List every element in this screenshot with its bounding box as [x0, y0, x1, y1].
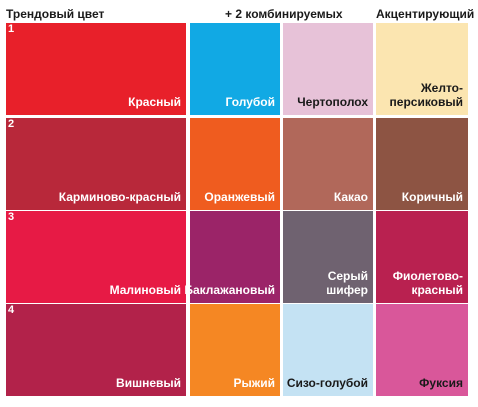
swatch-label: Оранжевый: [204, 190, 275, 204]
swatch-label: Вишневый: [116, 376, 181, 390]
swatch-label: Сизо-голубой: [286, 376, 368, 390]
swatch-label: Какао: [333, 190, 368, 204]
swatch-accent: Фуксия: [376, 304, 468, 396]
swatch-combined-2: Сизо-голубой: [283, 304, 373, 396]
swatch-trend: 4 Вишневый: [6, 304, 186, 396]
swatch-label: Красный: [128, 95, 181, 109]
swatch-combined-2: Чертополох: [283, 23, 373, 115]
swatch-trend: 3 Малиновый: [6, 211, 186, 303]
swatch-label: Голубой: [225, 95, 276, 109]
swatch-accent: Фиолетово- красный: [376, 211, 468, 303]
swatch-label: Коричный: [401, 190, 463, 204]
row-number: 4: [8, 304, 15, 316]
swatch-combined-1: Голубой: [190, 23, 280, 115]
swatch-label: Фиолетово- красный: [392, 269, 463, 297]
row-number: 3: [8, 211, 15, 223]
palette-row: 4 Вишневый Рыжий Сизо-голубой Фуксия: [0, 304, 478, 396]
swatch-combined-1: Рыжий: [190, 304, 280, 396]
swatch-combined-2: Серый шифер: [283, 211, 373, 303]
header-trend-color: Трендовый цвет: [6, 7, 105, 21]
swatch-label: Малиновый: [109, 283, 181, 297]
swatch-label: Рыжий: [233, 376, 275, 390]
header-combined-colors: + 2 комбинируемых: [225, 7, 343, 21]
swatch-trend: 1 Красный: [6, 23, 186, 115]
header-accent-color: Акцентирующий: [376, 7, 475, 21]
swatch-accent: Желто- персиковый: [376, 23, 468, 115]
swatch-label: Баклажановый: [184, 283, 275, 297]
swatch-label: Карминово-красный: [58, 190, 181, 204]
palette-row: 2 Карминово-красный Оранжевый Какао Коричный: [0, 118, 478, 210]
swatch-label: Серый шифер: [326, 269, 368, 297]
swatch-combined-2: Какао: [283, 118, 373, 210]
swatch-combined-1: Оранжевый: [190, 118, 280, 210]
swatch-accent: Коричный: [376, 118, 468, 210]
swatch-trend: 2 Карминово-красный: [6, 118, 186, 210]
swatch-label: Фуксия: [419, 376, 463, 390]
row-number: 1: [8, 23, 15, 35]
swatch-label: Чертополох: [297, 95, 368, 109]
swatch-label: Желто- персиковый: [389, 81, 463, 109]
swatch-combined-1: Баклажановый: [184, 211, 280, 303]
palette-row: 3 Малиновый Баклажановый Серый шифер Фиолето…: [0, 211, 478, 303]
row-number: 2: [8, 118, 15, 130]
palette-row: 1 Красный Голубой Чертополох Желто- персиков…: [0, 23, 478, 115]
